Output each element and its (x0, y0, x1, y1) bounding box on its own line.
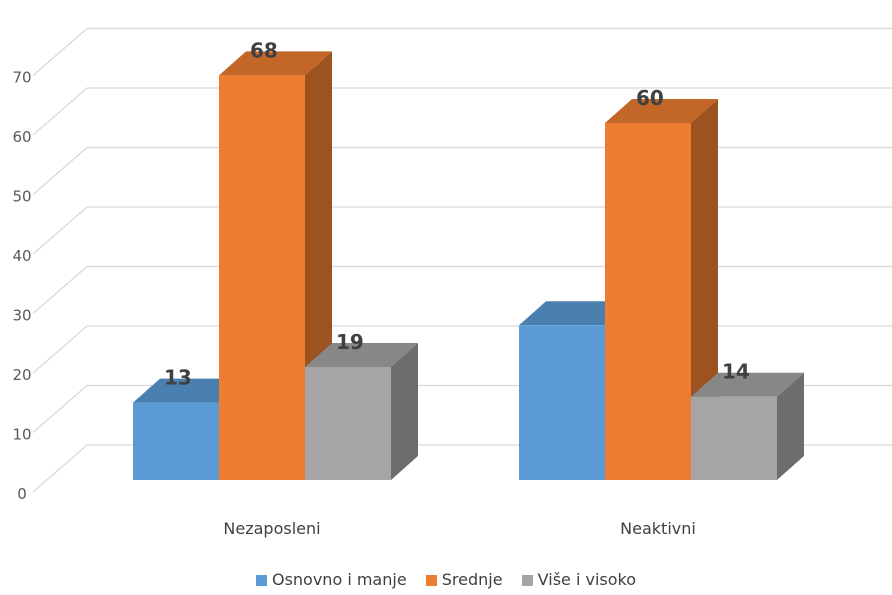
data-label: 68 (250, 38, 278, 62)
bar-top (519, 301, 632, 326)
y-tick-label: 20 (12, 366, 31, 384)
legend: Osnovno i manje Srednje Više i visoko (0, 570, 892, 589)
bar-top (133, 378, 246, 403)
y-tick-label: 70 (12, 69, 31, 87)
y-tick-label: 50 (12, 188, 31, 206)
gridline-diagonal (32, 385, 88, 433)
data-label: 13 (164, 366, 192, 390)
y-tick-label: 30 (12, 307, 31, 325)
legend-swatch (521, 575, 533, 586)
legend-swatch (255, 575, 267, 586)
bar-side (777, 372, 804, 480)
legend-label: Više i visoko (537, 570, 637, 589)
bar (219, 75, 305, 481)
bar (133, 402, 219, 480)
bars (133, 51, 804, 481)
y-axis: 0 10 20 30 40 50 60 70 (12, 69, 31, 504)
gridline-diagonal (32, 266, 88, 314)
bar (519, 325, 605, 480)
data-label: 19 (336, 330, 364, 354)
bar-top (219, 51, 332, 76)
gridline-diagonal (32, 444, 88, 493)
y-tick-label: 40 (12, 247, 31, 265)
gridline-diagonal (32, 87, 88, 136)
y-tick-label: 10 (12, 426, 31, 444)
legend-label: Osnovno i manje (271, 570, 407, 589)
data-label: 60 (636, 86, 664, 110)
legend-label: Srednje (441, 570, 503, 589)
legend-swatch (425, 575, 437, 586)
legend-item-srednje: Srednje (425, 570, 503, 589)
y-tick-label: 0 (17, 485, 27, 503)
bar (305, 366, 391, 480)
category-label: Neaktivni (620, 519, 696, 538)
x-axis: Nezaposleni Neaktivni (223, 519, 695, 538)
gridline-diagonal (32, 28, 88, 76)
bar-side (391, 342, 418, 480)
legend-item-vise: Više i visoko (521, 570, 637, 589)
bar-top (691, 372, 804, 397)
gridline-diagonal (32, 147, 88, 195)
bar-top (305, 342, 418, 367)
bar-top (605, 99, 718, 123)
category-label: Nezaposleni (223, 519, 320, 538)
legend-item-osnovno: Osnovno i manje (255, 570, 407, 589)
bar (605, 123, 691, 480)
y-tick-label: 60 (12, 128, 31, 146)
gridline-diagonal (32, 325, 88, 374)
gridline-diagonal (32, 206, 88, 255)
bar (691, 396, 777, 480)
data-label: 14 (722, 360, 750, 384)
data-labels: 13 68 19 60 14 (164, 38, 750, 389)
